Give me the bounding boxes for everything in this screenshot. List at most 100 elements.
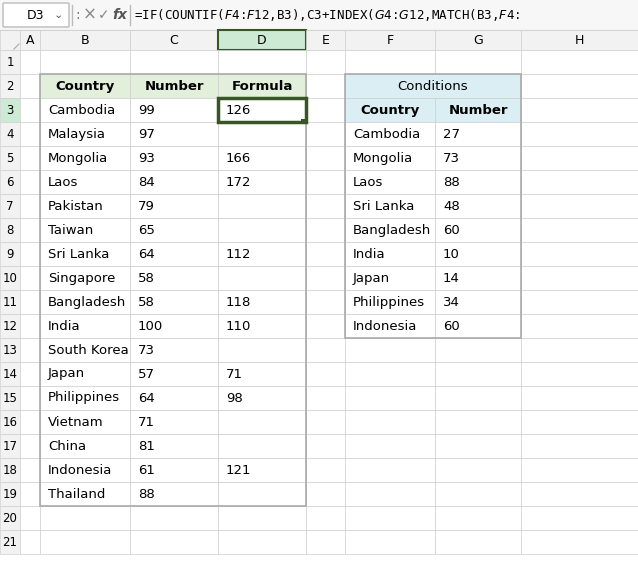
Text: Cambodia: Cambodia	[353, 127, 420, 140]
Bar	[218, 194, 306, 218]
Bar	[130, 338, 218, 362]
Bar	[345, 74, 521, 98]
Bar	[40, 30, 130, 50]
Bar	[0, 386, 20, 410]
Bar	[345, 338, 435, 362]
Text: 9: 9	[6, 247, 14, 260]
Bar	[345, 30, 435, 50]
Bar	[306, 530, 345, 554]
Text: Conditions: Conditions	[397, 80, 468, 93]
Bar	[40, 434, 130, 458]
Text: 112: 112	[226, 247, 251, 260]
Bar	[40, 386, 130, 410]
Bar	[0, 290, 20, 314]
Bar	[345, 74, 521, 338]
Text: 58: 58	[138, 272, 155, 284]
Bar	[130, 266, 218, 290]
Bar	[218, 506, 306, 530]
Bar	[218, 290, 306, 314]
Bar	[20, 242, 40, 266]
Bar	[218, 410, 306, 434]
Bar	[40, 74, 130, 98]
Bar	[130, 482, 218, 506]
Bar	[130, 434, 218, 458]
Text: Pakistan: Pakistan	[48, 200, 104, 213]
Text: 73: 73	[138, 343, 155, 356]
Bar	[521, 482, 638, 506]
Bar	[306, 146, 345, 170]
Bar	[218, 242, 306, 266]
Text: 60: 60	[443, 223, 460, 237]
Text: Japan: Japan	[353, 272, 390, 284]
Text: China: China	[48, 439, 86, 453]
Bar	[345, 266, 435, 290]
Text: C: C	[170, 34, 179, 47]
Text: 71: 71	[138, 416, 155, 429]
Text: 14: 14	[443, 272, 460, 284]
Bar	[301, 119, 306, 124]
Bar	[20, 218, 40, 242]
Bar	[435, 122, 521, 146]
Bar	[130, 530, 218, 554]
Bar	[345, 170, 435, 194]
Text: 12: 12	[3, 320, 17, 333]
Text: 10: 10	[443, 247, 460, 260]
Bar	[20, 410, 40, 434]
Text: 2: 2	[6, 80, 14, 93]
Bar	[218, 266, 306, 290]
Bar	[0, 410, 20, 434]
Bar	[0, 194, 20, 218]
Bar	[435, 98, 521, 122]
Bar	[345, 266, 435, 290]
Text: 81: 81	[138, 439, 155, 453]
Bar	[20, 122, 40, 146]
Bar	[40, 98, 130, 122]
Bar	[435, 30, 521, 50]
Bar	[20, 434, 40, 458]
Text: 10: 10	[3, 272, 17, 284]
Text: 98: 98	[226, 392, 242, 404]
Bar	[130, 242, 218, 266]
Bar	[218, 194, 306, 218]
Bar	[218, 410, 306, 434]
Bar	[435, 290, 521, 314]
Text: 48: 48	[443, 200, 460, 213]
Text: 93: 93	[138, 151, 155, 164]
Bar	[0, 122, 20, 146]
Bar	[218, 146, 306, 170]
Bar	[20, 50, 40, 74]
Bar	[521, 386, 638, 410]
Bar	[0, 0, 638, 30]
Bar	[435, 266, 521, 290]
Bar	[345, 50, 435, 74]
Bar	[40, 410, 130, 434]
Bar	[130, 194, 218, 218]
Bar	[40, 338, 130, 362]
Text: 88: 88	[138, 488, 155, 500]
Bar	[345, 362, 435, 386]
Bar	[435, 362, 521, 386]
Bar	[130, 506, 218, 530]
Text: 13: 13	[3, 343, 17, 356]
Bar	[521, 218, 638, 242]
Bar	[0, 218, 20, 242]
Text: Number: Number	[144, 80, 204, 93]
Bar	[40, 314, 130, 338]
Bar	[0, 98, 20, 122]
Text: 6: 6	[6, 176, 14, 188]
Bar	[435, 314, 521, 338]
Bar	[40, 434, 130, 458]
Bar	[130, 362, 218, 386]
Text: Laos: Laos	[48, 176, 78, 188]
Bar	[435, 170, 521, 194]
Text: 20: 20	[3, 512, 17, 525]
Bar	[40, 242, 130, 266]
Bar	[20, 194, 40, 218]
Text: F: F	[387, 34, 394, 47]
Bar	[435, 218, 521, 242]
Bar	[130, 386, 218, 410]
Bar	[435, 194, 521, 218]
Bar	[40, 482, 130, 506]
Bar	[521, 122, 638, 146]
Text: Sri Lanka: Sri Lanka	[353, 200, 414, 213]
